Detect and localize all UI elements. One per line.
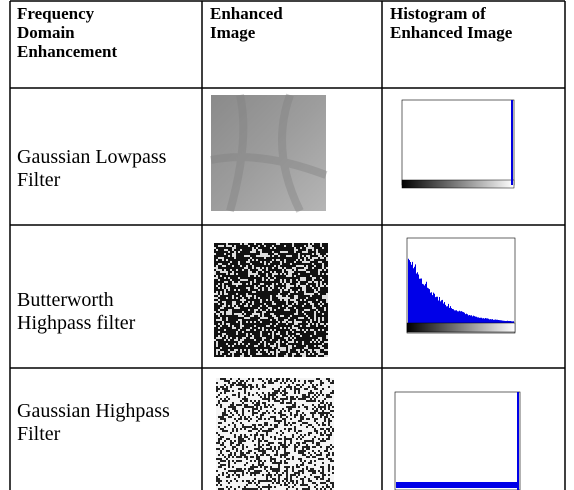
header-cell: Frequency Domain Enhancement	[17, 4, 147, 61]
lowpass-image	[211, 95, 326, 211]
filter-name: Butterworth Highpass filter	[17, 289, 177, 335]
lowpass-histogram	[402, 100, 514, 188]
filter-name: Gaussian Lowpass Filter	[17, 146, 177, 192]
page: Frequency Domain Enhancement Enhanced Im…	[0, 0, 574, 490]
butterworth-histogram	[407, 238, 515, 333]
header-cell: Enhanced Image	[210, 4, 310, 42]
gaussian-highpass-histogram	[395, 392, 520, 490]
header-cell: Histogram of Enhanced Image	[390, 4, 555, 42]
filter-name: Gaussian Highpass Filter	[17, 400, 177, 446]
